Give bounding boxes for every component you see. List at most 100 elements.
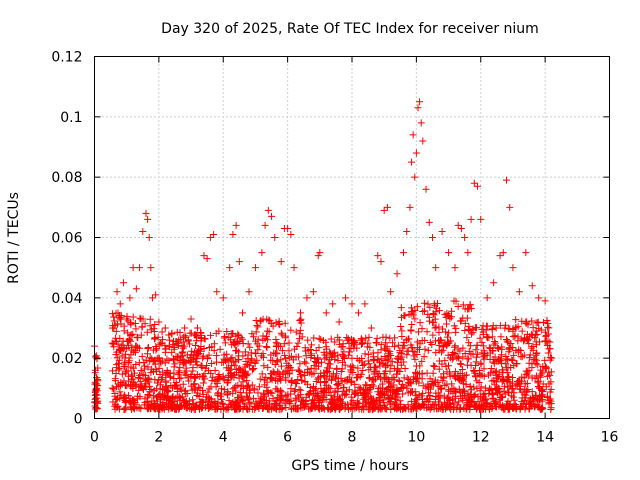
data-point xyxy=(131,348,139,356)
data-point xyxy=(416,345,424,353)
data-point xyxy=(547,354,555,362)
data-point xyxy=(495,345,503,353)
data-point xyxy=(547,405,555,413)
data-point xyxy=(376,405,384,413)
data-point xyxy=(165,357,173,365)
data-point xyxy=(148,294,156,302)
data-point xyxy=(410,352,418,360)
data-point xyxy=(432,349,440,357)
data-point xyxy=(271,234,279,241)
data-point xyxy=(198,362,206,370)
data-point xyxy=(426,338,434,346)
data-point xyxy=(333,381,341,389)
data-point xyxy=(344,335,352,343)
data-point xyxy=(146,388,154,396)
data-point xyxy=(129,382,137,390)
data-point xyxy=(348,362,356,370)
data-point xyxy=(176,384,184,392)
data-point xyxy=(376,384,384,392)
data-point xyxy=(488,377,496,385)
data-point xyxy=(534,361,542,369)
data-point xyxy=(251,359,259,367)
data-point xyxy=(252,350,260,358)
data-point xyxy=(476,334,484,342)
data-point xyxy=(370,353,378,361)
data-point xyxy=(245,362,253,370)
data-point xyxy=(206,394,214,402)
data-point xyxy=(137,331,145,339)
data-point xyxy=(199,373,207,381)
data-point xyxy=(222,357,230,365)
data-point xyxy=(139,384,147,392)
data-point xyxy=(307,364,315,372)
data-point xyxy=(251,264,259,272)
data-point xyxy=(120,360,128,368)
data-point xyxy=(424,380,432,388)
data-point xyxy=(357,335,365,343)
data-point xyxy=(430,300,438,308)
data-point xyxy=(403,374,411,382)
data-point xyxy=(384,391,392,399)
data-point xyxy=(139,227,147,235)
data-point xyxy=(210,230,218,238)
data-point xyxy=(92,403,100,411)
data-point xyxy=(504,383,512,391)
data-point xyxy=(506,203,514,211)
data-point xyxy=(232,365,240,373)
data-point xyxy=(172,352,180,360)
data-point xyxy=(235,393,243,401)
data-point xyxy=(145,234,153,241)
data-point xyxy=(342,402,350,410)
data-point xyxy=(347,379,355,387)
data-point xyxy=(312,385,320,393)
data-point xyxy=(459,386,467,394)
data-point xyxy=(112,383,120,391)
data-point xyxy=(426,385,434,393)
data-point xyxy=(191,331,199,339)
data-point xyxy=(150,335,158,343)
data-point xyxy=(401,364,409,372)
data-point xyxy=(219,400,227,408)
data-point xyxy=(389,339,397,347)
data-point xyxy=(252,398,260,406)
data-point xyxy=(367,324,375,332)
data-point xyxy=(182,364,190,372)
data-point xyxy=(108,384,116,392)
data-point xyxy=(296,371,304,379)
data-point xyxy=(361,300,369,308)
data-point xyxy=(345,386,353,394)
data-point xyxy=(393,370,401,378)
data-point xyxy=(263,383,271,391)
data-point xyxy=(463,371,471,379)
data-point xyxy=(225,397,233,405)
data-point xyxy=(259,396,267,404)
data-point xyxy=(297,315,305,323)
data-point xyxy=(177,374,185,382)
data-point xyxy=(246,343,254,351)
data-point xyxy=(235,352,243,360)
data-point xyxy=(249,365,257,373)
data-point xyxy=(112,327,120,335)
data-point xyxy=(234,330,242,338)
data-point xyxy=(509,264,517,272)
data-point xyxy=(380,206,388,214)
data-point xyxy=(364,350,372,358)
data-point xyxy=(141,362,149,370)
data-point xyxy=(199,354,207,362)
data-point xyxy=(397,361,405,369)
data-point xyxy=(373,397,381,405)
data-point xyxy=(92,353,100,361)
data-point xyxy=(539,319,547,327)
data-point xyxy=(527,344,535,352)
data-point xyxy=(136,264,144,272)
data-point xyxy=(414,104,422,112)
data-point xyxy=(309,288,317,296)
data-point xyxy=(439,342,447,350)
data-point xyxy=(124,317,132,325)
data-point xyxy=(386,350,394,358)
data-point xyxy=(261,221,269,229)
data-point xyxy=(377,258,385,266)
data-point xyxy=(277,258,285,266)
data-point xyxy=(150,397,158,405)
data-point xyxy=(115,356,123,364)
